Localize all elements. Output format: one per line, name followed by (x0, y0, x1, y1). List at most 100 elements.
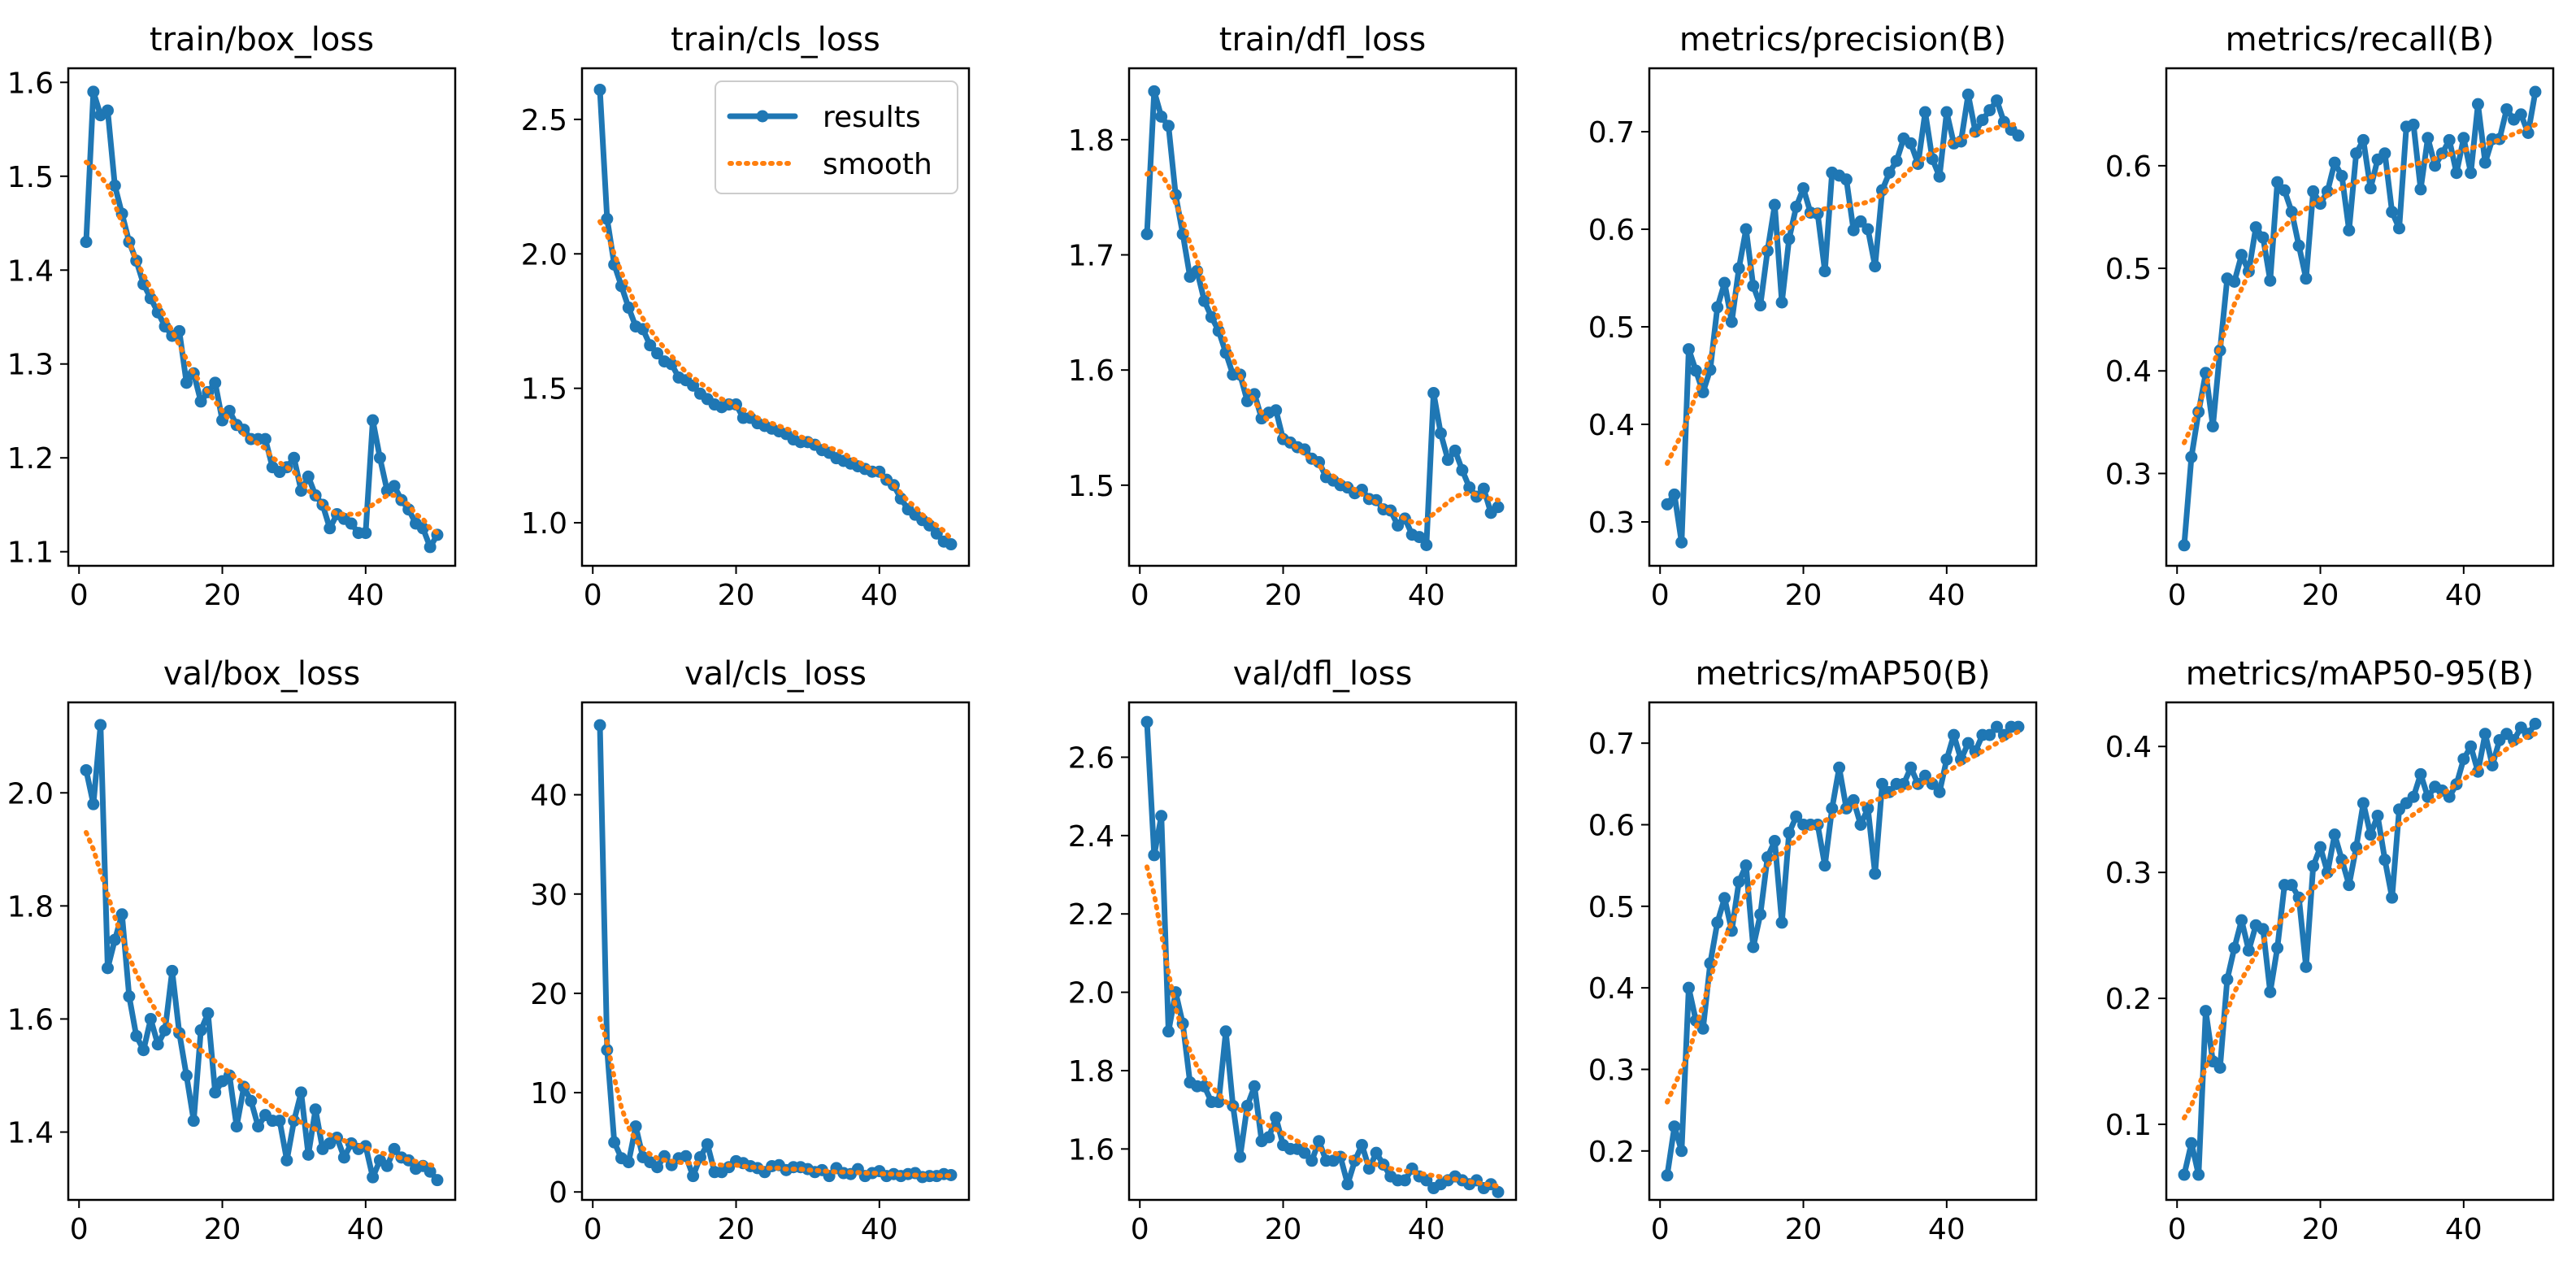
results-point (2357, 797, 2370, 810)
results-point (2407, 790, 2420, 803)
results-point (1682, 343, 1695, 356)
y-tick-label: 30 (530, 879, 567, 912)
results-point (2529, 717, 2542, 730)
results-point (1940, 753, 1953, 766)
results-point (2264, 274, 2277, 287)
x-tick-label: 20 (204, 579, 241, 612)
x-tick-label: 0 (2168, 1213, 2187, 1246)
results-point (1948, 728, 1961, 741)
results-point (2271, 176, 2284, 189)
y-tick-label: 40 (530, 780, 567, 813)
results-point (424, 1165, 437, 1178)
y-tick-label: 1.4 (7, 1117, 54, 1150)
results-point (80, 763, 93, 776)
results-point (2386, 891, 2399, 904)
y-tick-label: 0.4 (1588, 972, 1635, 1006)
y-tick-label: 2.5 (521, 104, 567, 137)
smooth-line (597, 219, 954, 541)
x-tick-label: 40 (2445, 579, 2483, 612)
results-point (1205, 311, 1218, 324)
x-tick-label: 0 (70, 1213, 89, 1246)
y-tick-label: 2.6 (1068, 741, 1114, 775)
y-tick-label: 1.6 (7, 67, 54, 100)
subplot-title: metrics/precision(B) (1679, 21, 2006, 59)
results-point (1298, 1146, 1311, 1159)
x-tick-label: 20 (1785, 1213, 1822, 1246)
results-point (2264, 985, 2277, 998)
y-tick-label: 2.0 (7, 777, 54, 811)
results-point (180, 376, 193, 389)
results-point (2249, 221, 2262, 234)
results-point (2486, 758, 2499, 771)
results-point (2335, 169, 2348, 182)
y-tick-label: 1.6 (1068, 354, 1114, 388)
x-tick-label: 20 (2302, 579, 2339, 612)
results-point (2292, 239, 2305, 252)
results-point (130, 1029, 143, 1042)
y-tick-label: 0.3 (2105, 857, 2152, 890)
plot-area (1661, 88, 2025, 549)
subplot-5: val/box_loss 1.4 1.6 1.8 2.0 0 20 40 (7, 655, 457, 1246)
subplot-title: val/dfl_loss (1233, 655, 1413, 693)
x-tick-label: 20 (204, 1213, 241, 1246)
x-tick-label: 40 (2445, 1213, 2483, 1246)
results-point (1413, 531, 1426, 544)
results-point (1704, 957, 1717, 970)
subplot-title: metrics/mAP50(B) (1695, 655, 1990, 693)
results-point (1140, 228, 1153, 241)
axes-frame (580, 701, 971, 1202)
results-point (1234, 1150, 1247, 1163)
results-point (651, 347, 664, 360)
results-point (1305, 1154, 1318, 1167)
results-point (2478, 156, 2491, 169)
y-tick-label: 1.8 (7, 890, 54, 924)
results-point (2228, 941, 2241, 954)
results-point (1718, 276, 1731, 289)
results-point (1456, 463, 1469, 476)
results-point (1754, 299, 1767, 312)
results-point (2514, 108, 2527, 121)
results-point (651, 1161, 664, 1174)
results-point (2378, 147, 2391, 160)
smooth-line (1145, 165, 1501, 526)
results-point (2235, 914, 2248, 927)
results-point (2465, 740, 2478, 753)
results-point (373, 451, 386, 464)
results-point (2206, 419, 2219, 432)
results-point (2271, 941, 2284, 954)
results-point (2350, 147, 2363, 160)
results-point (1661, 498, 1674, 511)
results-point (2185, 450, 2198, 463)
x-tick-label: 20 (1785, 579, 1822, 612)
y-tick-label: 1.7 (1068, 240, 1114, 273)
results-point (2443, 133, 2456, 146)
results-point (2257, 231, 2270, 244)
x-tick-label: 20 (718, 1213, 755, 1246)
x-tick-label: 0 (2168, 579, 2187, 612)
results-point (1790, 200, 1803, 213)
plot-area (1140, 715, 1505, 1198)
y-tick-label: 1.5 (1068, 470, 1114, 503)
results-point (1682, 981, 1695, 994)
results-point (1449, 444, 1462, 457)
results-point (608, 1136, 621, 1149)
y-tick-label: 0.7 (1588, 728, 1635, 761)
results-point (367, 1171, 380, 1184)
axes-frame (2165, 701, 2555, 1202)
results-point (2450, 167, 2463, 180)
plot-area (1661, 720, 2025, 1182)
y-tick-label: 1.6 (7, 1003, 54, 1036)
x-tick-label: 0 (1651, 1213, 1670, 1246)
results-point (101, 104, 114, 117)
results-point (1313, 1135, 1326, 1148)
results-point (1783, 233, 1796, 246)
y-tick-label: 2.0 (1068, 977, 1114, 1010)
results-point (294, 1086, 307, 1099)
results-point (359, 527, 372, 540)
axes-frame (1127, 701, 1518, 1202)
results-point (302, 1148, 315, 1161)
results-point (2278, 184, 2291, 197)
results-point (1162, 1025, 1175, 1038)
smooth-line (1665, 729, 2021, 1105)
